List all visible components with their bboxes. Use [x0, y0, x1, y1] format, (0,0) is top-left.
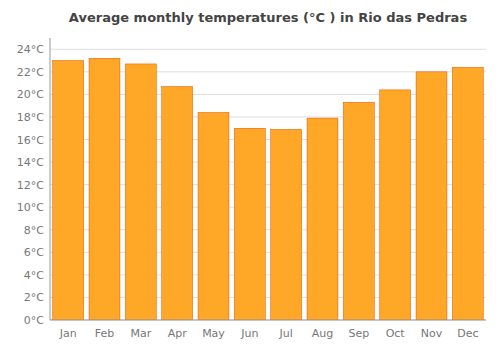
bar [271, 129, 302, 320]
grid-line [50, 320, 486, 321]
y-tick-label: 10°C [17, 201, 44, 214]
y-tick-label: 12°C [17, 179, 44, 192]
chart-container: Average monthly temperatures (°C ) in Ri… [0, 0, 500, 350]
bar [198, 112, 229, 320]
bar [307, 118, 338, 320]
x-tick-label: Jun [240, 327, 258, 340]
grid [50, 49, 486, 320]
x-tick-label: Feb [95, 327, 114, 340]
y-tick-label: 0°C [24, 314, 44, 327]
y-tick-label: 22°C [17, 66, 44, 79]
x-tick-label: Apr [168, 327, 188, 340]
chart-svg: Average monthly temperatures (°C ) in Ri… [0, 0, 500, 350]
x-tick-label: Oct [386, 327, 406, 340]
bar [53, 61, 84, 320]
y-tick-label: 16°C [17, 134, 44, 147]
y-tick-label: 24°C [17, 43, 44, 56]
bar [125, 64, 156, 320]
y-tick-label: 8°C [24, 224, 44, 237]
y-tick-label: 18°C [17, 111, 44, 124]
x-axis-line [50, 320, 486, 321]
y-axis-line [50, 38, 51, 320]
x-tick-label: Aug [312, 327, 333, 340]
y-tick-label: 6°C [24, 246, 44, 259]
chart-title: Average monthly temperatures (°C ) in Ri… [69, 10, 468, 25]
x-tick-label: Jul [279, 327, 293, 340]
bar [162, 87, 193, 320]
x-tick-label: Nov [421, 327, 443, 340]
x-tick-label: Mar [130, 327, 151, 340]
y-tick-label: 14°C [17, 156, 44, 169]
bar [89, 58, 120, 320]
x-tick-label: May [202, 327, 225, 340]
bars [53, 58, 484, 320]
bar [234, 128, 265, 320]
bar [416, 72, 447, 320]
y-tick-label: 20°C [17, 88, 44, 101]
y-tick-label: 4°C [24, 269, 44, 282]
x-tick-label: Sep [348, 327, 369, 340]
bar [343, 102, 374, 320]
x-tick-label: Jan [59, 327, 77, 340]
y-tick-label: 2°C [24, 291, 44, 304]
x-tick-label: Dec [457, 327, 478, 340]
grid-line [50, 49, 486, 50]
bar [380, 90, 411, 320]
bar [452, 67, 483, 320]
